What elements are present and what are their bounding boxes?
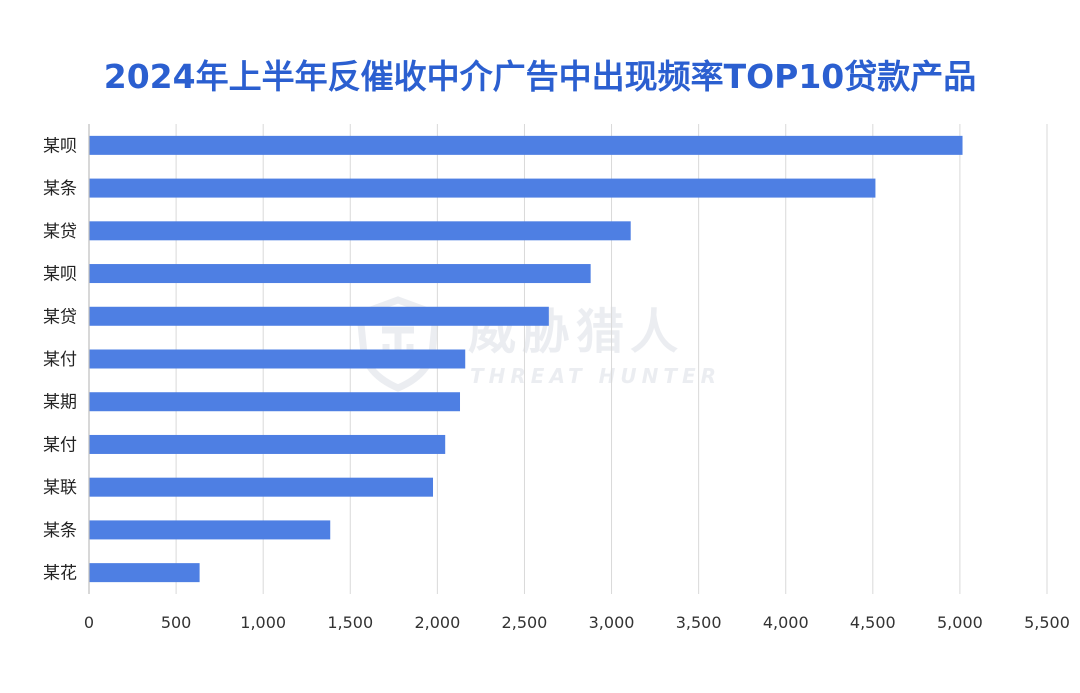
bar	[89, 349, 466, 369]
chart-title: 2024年上半年反催收中介广告中出现频率TOP10贷款产品	[103, 57, 977, 96]
y-category-label: 某贷	[43, 222, 77, 242]
bar	[89, 434, 446, 454]
bar	[89, 264, 591, 284]
y-category-label: 某付	[43, 350, 77, 370]
y-category-label: 某条	[43, 521, 77, 541]
y-category-label: 某贷	[43, 307, 77, 327]
x-tick-label: 3,000	[589, 613, 635, 632]
x-tick-label: 4,000	[763, 613, 809, 632]
y-category-label: 某花	[43, 564, 77, 584]
x-tick-label: 4,500	[850, 613, 896, 632]
bar	[89, 221, 631, 241]
bar	[89, 135, 963, 155]
bar	[89, 392, 461, 412]
y-category-label: 某呗	[43, 265, 77, 285]
x-tick-label: 2,500	[502, 613, 548, 632]
bar	[89, 563, 200, 583]
bars	[89, 135, 963, 583]
y-category-label: 某呗	[43, 136, 77, 156]
x-tick-label: 1,000	[240, 613, 286, 632]
x-tick-label: 1,500	[327, 613, 373, 632]
x-tick-label: 3,500	[676, 613, 722, 632]
bar	[89, 306, 549, 326]
x-tick-label: 0	[84, 613, 94, 632]
x-tick-label: 5,000	[937, 613, 983, 632]
y-category-label: 某条	[43, 179, 77, 199]
y-category-label: 某付	[43, 435, 77, 455]
labels: 0 500 1,000 1,500 2,000 2,500 3,000 3,500 4,000 4…	[43, 136, 1070, 632]
x-tick-label: 500	[161, 613, 192, 632]
y-category-label: 某联	[43, 478, 77, 498]
x-tick-label: 5,500	[1024, 613, 1070, 632]
bar	[89, 477, 434, 497]
y-category-label: 某期	[43, 393, 77, 413]
bar	[89, 520, 331, 540]
x-tick-label: 2,000	[414, 613, 460, 632]
bar	[89, 178, 876, 198]
